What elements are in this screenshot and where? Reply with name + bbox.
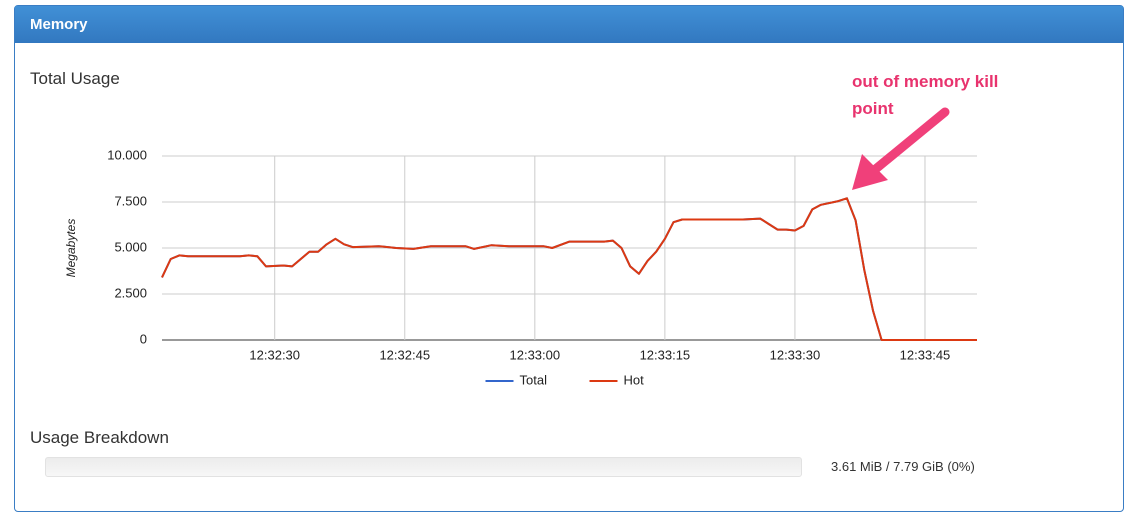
x-tick-label: 12:33:00	[510, 347, 561, 362]
arrow-shaft	[867, 107, 950, 177]
chart: Megabytes 0 2.500 5.000 7.500 10.000 12:32:30…	[64, 107, 977, 387]
y-tick-label: 10.000	[107, 147, 147, 162]
y-tick-label: 7.500	[114, 193, 147, 208]
annotation-arrow	[852, 107, 950, 190]
y-axis-label: Megabytes	[64, 219, 78, 278]
y-tick-label: 2.500	[114, 285, 147, 300]
memory-panel: Memory	[14, 5, 1124, 512]
arrow-head	[852, 154, 888, 190]
usage-label: 3.61 MiB / 7.79 GiB (0%)	[831, 459, 975, 474]
x-tick-label: 12:32:30	[249, 347, 300, 362]
breakdown-title: Usage Breakdown	[30, 428, 169, 447]
x-tick-label: 12:32:45	[379, 347, 430, 362]
chart-title: Total Usage	[30, 69, 120, 88]
panel-title: Memory	[15, 6, 1123, 43]
annotation: out of memory kill point	[852, 72, 999, 118]
y-tick-label: 5.000	[114, 239, 147, 254]
legend-label: Total	[520, 372, 548, 387]
usage-progress-bar	[45, 457, 802, 477]
legend-label: Hot	[624, 372, 645, 387]
x-tick-label: 12:33:15	[640, 347, 691, 362]
y-tick-label: 0	[140, 331, 147, 346]
x-tick-label: 12:33:45	[900, 347, 951, 362]
series-line	[161, 197, 977, 341]
x-tick-label: 12:33:30	[770, 347, 821, 362]
